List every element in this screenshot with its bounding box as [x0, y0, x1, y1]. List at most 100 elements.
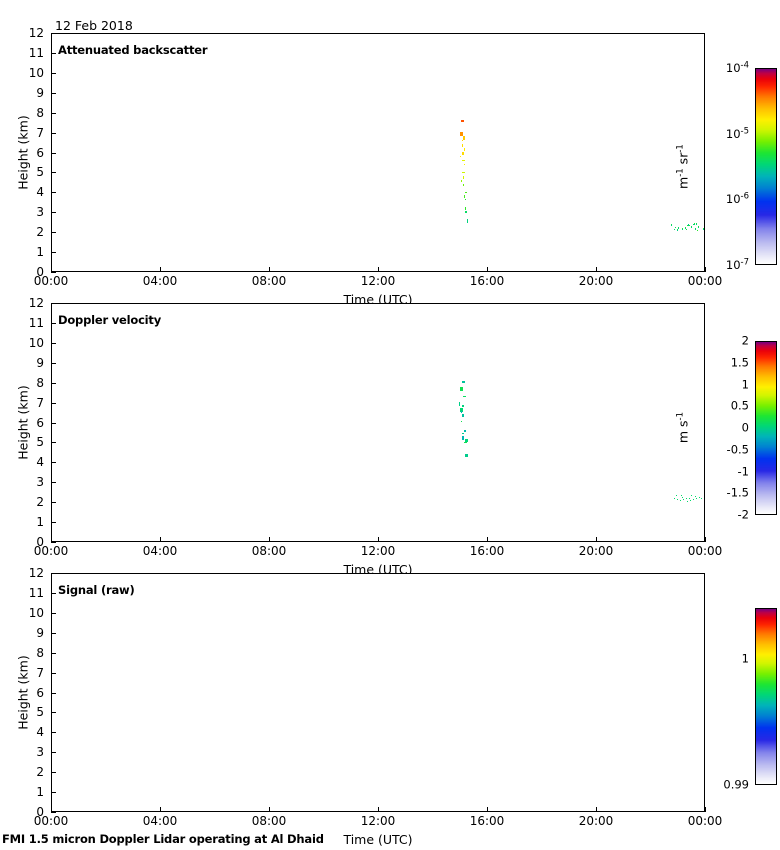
ytick-mark	[51, 593, 56, 594]
ytick-label: 12	[28, 26, 44, 40]
plot-area-signal-raw	[51, 573, 705, 812]
ytick-label: 11	[28, 315, 44, 330]
xtick-mark	[269, 537, 270, 542]
ytick-mark	[51, 633, 56, 634]
ytick-mark	[51, 232, 56, 233]
ytick-mark	[51, 693, 56, 694]
ytick-label: 6	[36, 685, 44, 700]
xtick-label: 20:00	[578, 814, 614, 828]
ytick-mark	[51, 502, 56, 503]
ytick-mark	[51, 252, 56, 253]
colorbar-tick-label: 0.99	[723, 777, 749, 792]
xtick-label: 12:00	[360, 814, 396, 828]
xtick-label: 00:00	[687, 814, 723, 828]
ytick-label: 10	[28, 335, 44, 350]
colorbar-tick-label: 10-6	[725, 191, 749, 207]
colorbar-tick-label: 10-5	[725, 125, 749, 141]
xtick-mark	[705, 267, 706, 272]
xtick-label: 08:00	[251, 814, 287, 828]
ytick-label: 5	[36, 705, 44, 720]
xtick-label: 20:00	[578, 544, 614, 558]
ytick-label: 4	[36, 725, 44, 740]
plot-area-doppler-velocity	[51, 303, 705, 542]
ytick-mark	[51, 53, 56, 54]
xtick-label: 12:00	[360, 274, 396, 288]
ytick-label: 8	[36, 105, 44, 120]
ytick-label: 7	[36, 665, 44, 680]
colorbar-tick-label: 0	[741, 420, 749, 435]
colorbar-tick-label: -1.5	[726, 485, 749, 500]
ytick-mark	[51, 343, 56, 344]
xtick-mark	[51, 537, 52, 542]
ytick-label: 0	[36, 805, 44, 819]
colorbar-doppler-velocity	[755, 341, 777, 515]
ytick-label: 3	[36, 745, 44, 760]
xtick-label: 16:00	[469, 544, 505, 558]
ytick-label: 9	[36, 85, 44, 100]
ytick-mark	[51, 772, 56, 773]
ytick-label: 5	[36, 435, 44, 450]
ytick-mark	[51, 792, 56, 793]
colorbar-tick-label: 0.5	[730, 398, 749, 413]
ytick-label: 3	[36, 475, 44, 490]
xtick-mark	[269, 267, 270, 272]
ytick-mark	[51, 192, 56, 193]
ytick-mark	[51, 442, 56, 443]
ytick-label: 9	[36, 625, 44, 640]
ytick-label: 10	[28, 65, 44, 80]
xtick-label: 08:00	[251, 274, 287, 288]
date-text: 12 Feb 2018	[55, 18, 133, 33]
ytick-mark	[51, 613, 56, 614]
xtick-label: 08:00	[251, 544, 287, 558]
ytick-mark	[51, 133, 56, 134]
xtick-label: 12:00	[360, 544, 396, 558]
ytick-label: 2	[36, 765, 44, 780]
xtick-label: 00:00	[687, 544, 723, 558]
xtick-mark	[51, 807, 52, 812]
panel-title-attenuated-backscatter: Attenuated backscatter	[58, 43, 208, 57]
colorbar-signal-raw	[755, 608, 777, 785]
ytick-mark	[51, 712, 56, 713]
plot-area-attenuated-backscatter	[51, 33, 705, 272]
xtick-mark	[487, 807, 488, 812]
ytick-label: 12	[28, 566, 44, 580]
xtick-mark	[160, 267, 161, 272]
ytick-mark	[51, 542, 56, 543]
panel-title-signal-raw: Signal (raw)	[58, 583, 135, 597]
ytick-label: 8	[36, 375, 44, 390]
xtick-label: 00:00	[33, 814, 69, 828]
colorbar-tick-label: 10-4	[725, 60, 749, 76]
xtick-mark	[269, 807, 270, 812]
xtick-mark	[596, 267, 597, 272]
xtick-mark	[487, 537, 488, 542]
ytick-label: 3	[36, 205, 44, 220]
ytick-label: 1	[36, 245, 44, 260]
xtick-label: 00:00	[33, 544, 69, 558]
ytick-mark	[51, 482, 56, 483]
ytick-mark	[51, 752, 56, 753]
ytick-mark	[51, 153, 56, 154]
ytick-mark	[51, 172, 56, 173]
xtick-mark	[705, 807, 706, 812]
data-canvas-doppler-velocity	[52, 304, 704, 541]
ytick-mark	[51, 73, 56, 74]
ytick-mark	[51, 573, 56, 574]
ytick-label: 8	[36, 645, 44, 660]
ytick-label: 6	[36, 415, 44, 430]
ytick-mark	[51, 113, 56, 114]
colorbar-tick-label: 1.5	[730, 355, 749, 369]
colorbar-tick-label: 1	[741, 376, 749, 391]
ytick-label: 2	[36, 225, 44, 240]
ytick-label: 0	[36, 535, 44, 549]
ytick-label: 6	[36, 145, 44, 160]
ytick-label: 1	[36, 515, 44, 530]
ytick-mark	[51, 522, 56, 523]
xtick-label: 04:00	[142, 814, 178, 828]
xtick-mark	[378, 267, 379, 272]
xtick-mark	[378, 537, 379, 542]
ytick-mark	[51, 732, 56, 733]
ytick-label: 9	[36, 355, 44, 370]
